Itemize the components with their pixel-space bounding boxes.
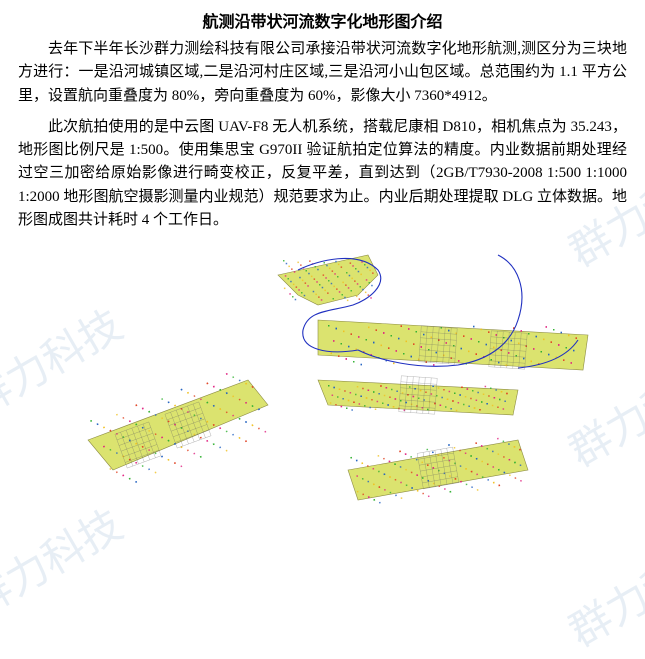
paragraph-1: 去年下半年长沙群力测绘科技有限公司承接沿带状河流数字化地形航测,测区分为三块地方… bbox=[18, 38, 627, 108]
map-figure bbox=[18, 240, 627, 530]
watermark: 群力科技 bbox=[556, 522, 645, 659]
paragraph-2: 此次航拍使用的是中云图 UAV-F8 无人机系统，搭载尼康相 D810，相机焦点… bbox=[18, 116, 627, 232]
map-svg bbox=[18, 240, 627, 530]
page-title: 航测沿带状河流数字化地形图介绍 bbox=[18, 8, 627, 32]
terrain-band bbox=[88, 380, 268, 470]
